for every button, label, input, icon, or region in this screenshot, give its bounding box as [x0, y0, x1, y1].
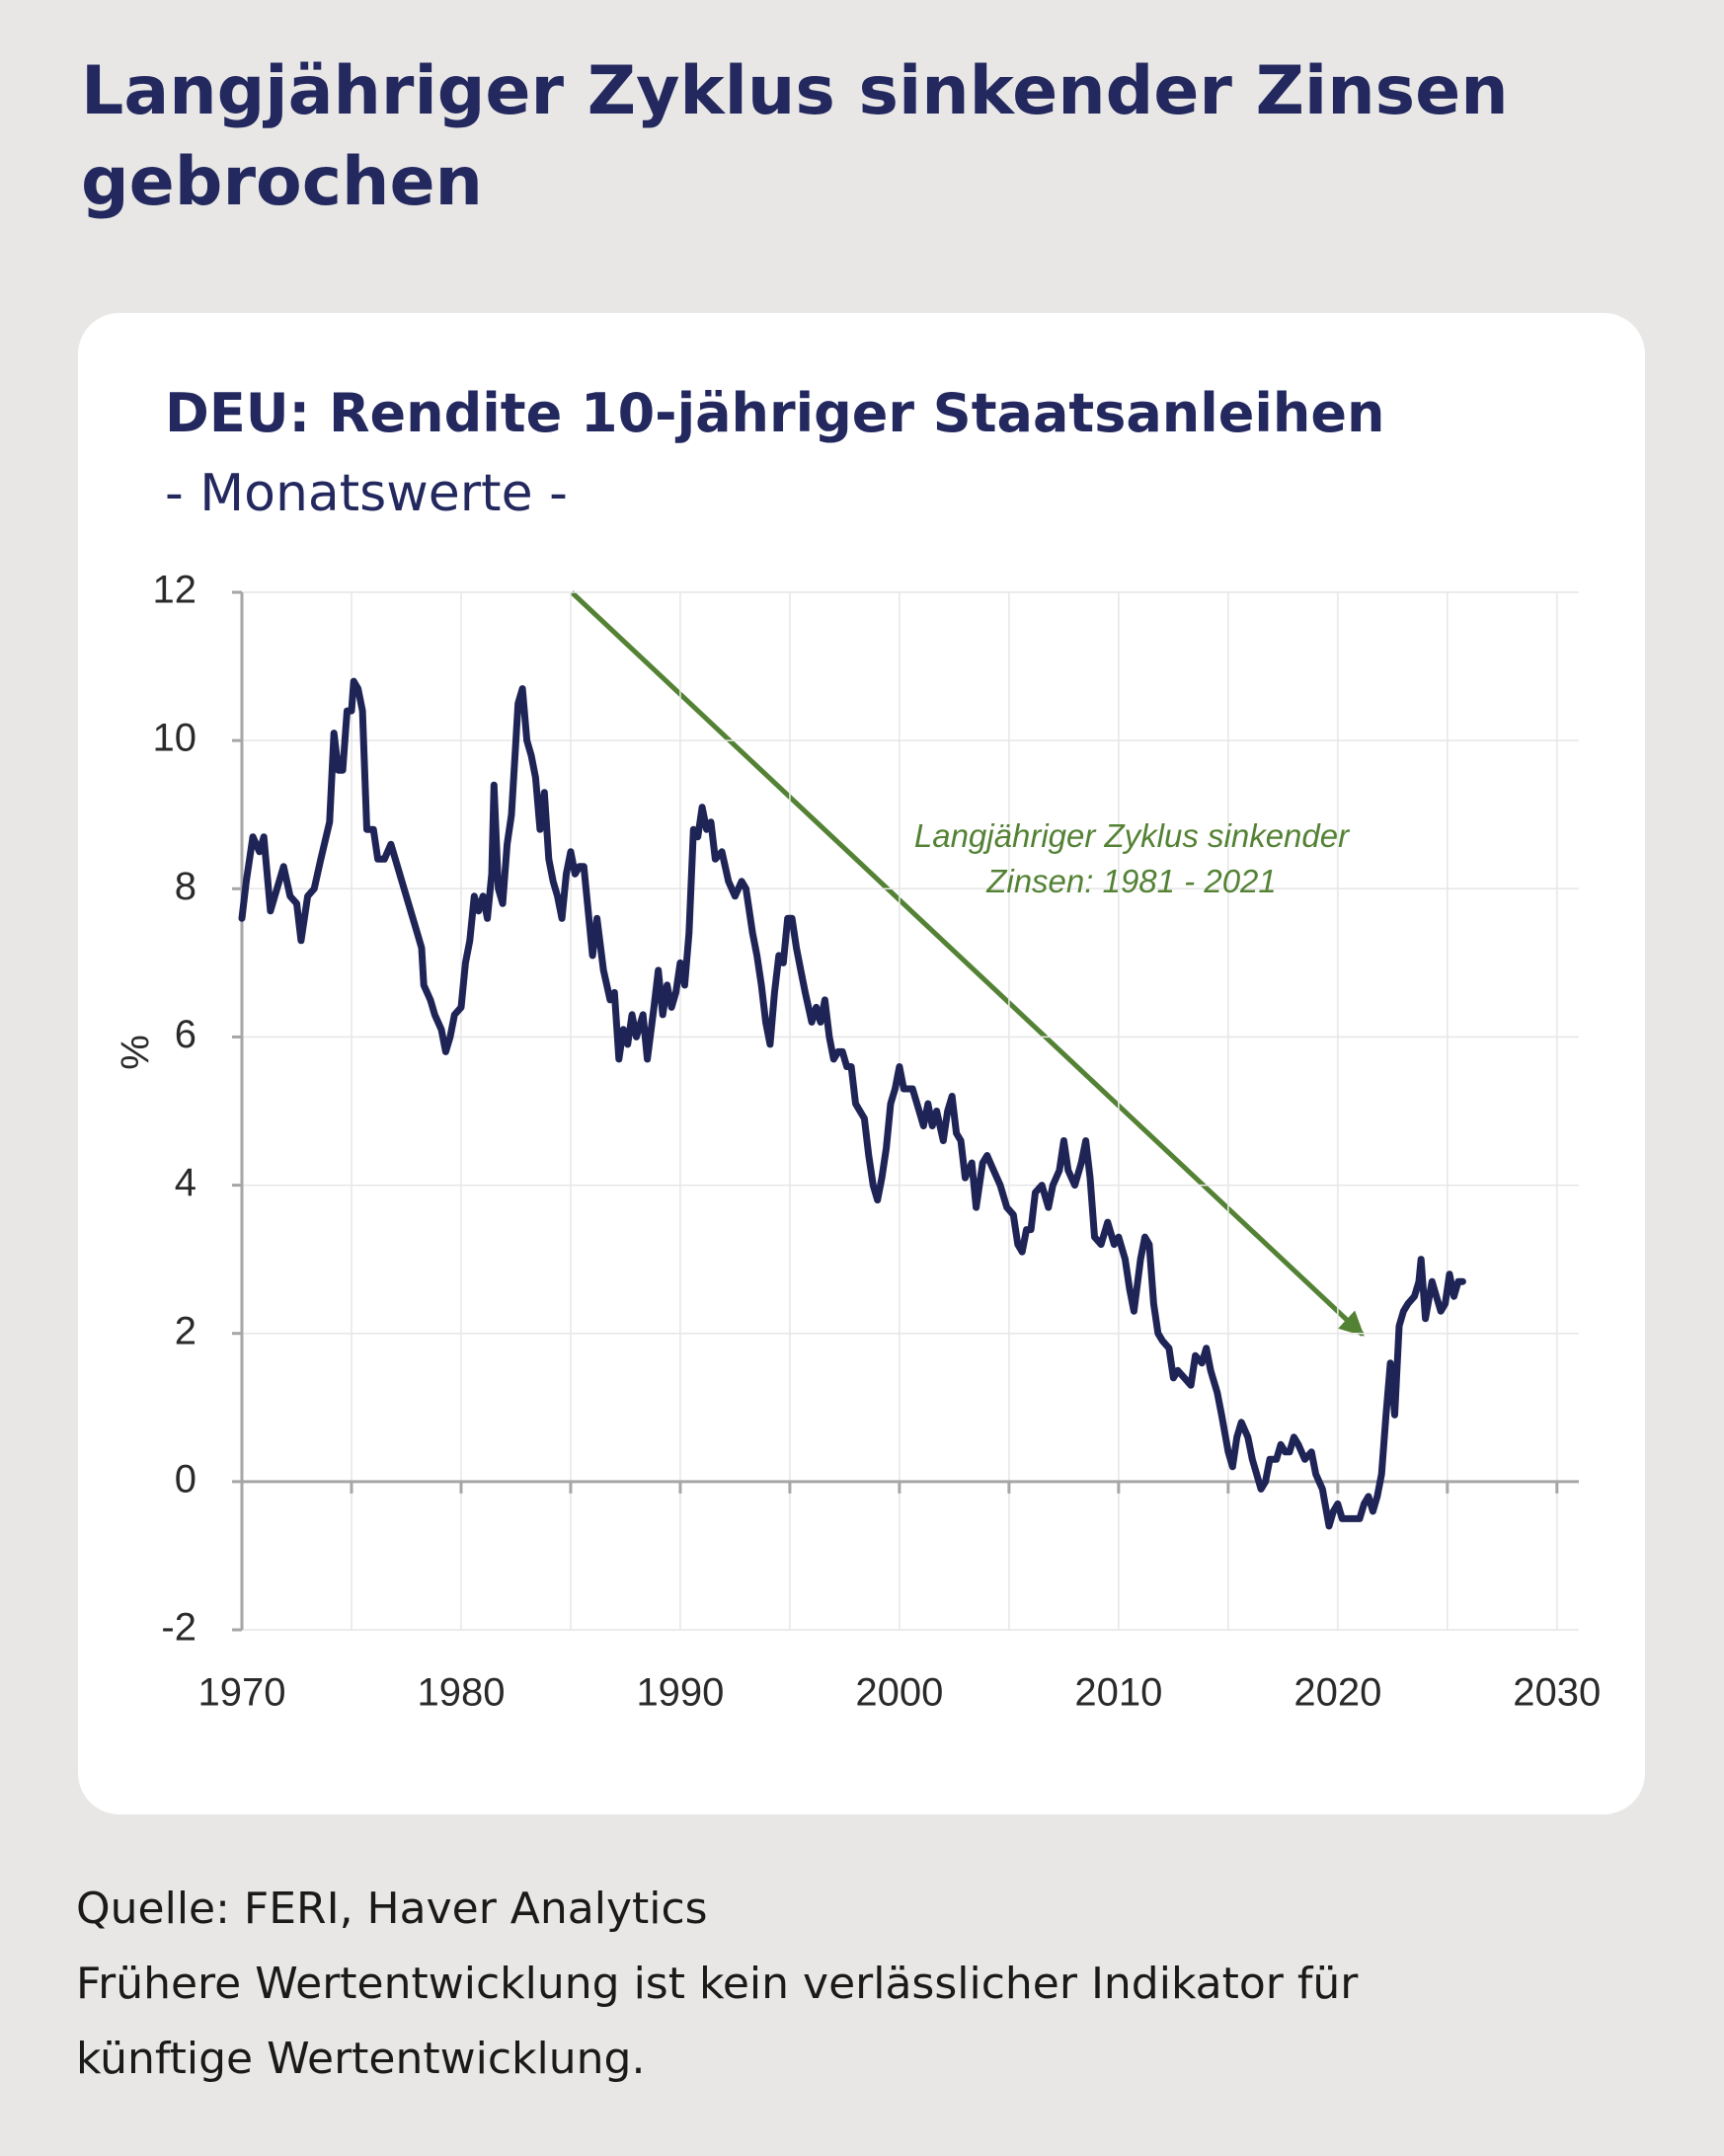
y-tick-label: 10: [153, 717, 197, 760]
disclaimer: Frühere Wertentwicklung ist kein verläss…: [76, 1959, 1359, 2009]
trend-arrow: [570, 590, 1365, 1337]
y-tick-label: 6: [175, 1013, 196, 1056]
source: Quelle: FERI, Haver Analytics: [76, 1884, 708, 1934]
chart-title: DEU: Rendite 10-jähriger Staatsanleihen: [165, 382, 1384, 444]
y-tick-label: 8: [175, 865, 196, 908]
disclaimer: künftige Wertentwicklung.: [76, 2034, 645, 2084]
x-tick-label: 2010: [1074, 1671, 1162, 1715]
x-tick-label: 1990: [636, 1671, 724, 1715]
yield-line: [238, 677, 1466, 1530]
page-title: gebrochen: [81, 143, 483, 221]
x-tick-label: 2000: [855, 1671, 943, 1715]
y-axis-label: %: [115, 1035, 158, 1070]
chart-subtitle: - Monatswerte -: [165, 464, 568, 523]
annotation: Langjähriger Zyklus sinkender: [914, 817, 1351, 854]
card: [78, 313, 1645, 1814]
x-tick-label: 1980: [417, 1671, 505, 1715]
y-tick-label: 12: [153, 569, 197, 612]
y-tick-label: 2: [175, 1309, 196, 1352]
x-tick-label: 1970: [198, 1671, 286, 1715]
y-tick-label: -2: [161, 1606, 196, 1650]
annotation: Zinsen: 1981 - 2021: [985, 863, 1277, 899]
y-tick-label: 0: [175, 1457, 196, 1501]
x-tick-label: 2020: [1293, 1671, 1381, 1715]
x-tick-label: 2030: [1513, 1671, 1601, 1715]
page-title: Langjähriger Zyklus sinkender Zinsen: [81, 52, 1509, 130]
y-tick-label: 4: [175, 1161, 196, 1204]
